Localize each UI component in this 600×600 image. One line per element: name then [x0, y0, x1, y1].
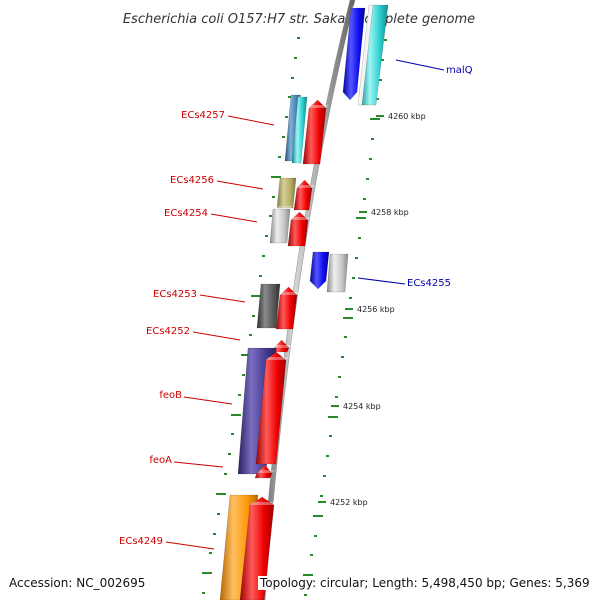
- ecs4249-leader-line: [165, 541, 215, 550]
- tick-label-4256: 4256 kbp: [357, 305, 395, 314]
- ecs4254-silver-bar-top-face: [273, 206, 293, 209]
- ecs4252-red-bar-top-face: [274, 345, 292, 348]
- gene-label-feob[interactable]: feoB: [159, 390, 182, 401]
- ecs4255-silver-bar: [326, 253, 349, 293]
- feoa-red-bar-top-face: [257, 470, 275, 473]
- tick-label-4258: 4258 kbp: [371, 208, 409, 217]
- malq-white-bar: [357, 4, 374, 106]
- malq-leader-line: [395, 59, 445, 71]
- malq-blue-bar-top-face: [351, 5, 368, 8]
- topology-text: Topology: circular; Length: 5,498,450 bp…: [258, 576, 592, 590]
- ecs4257-leader-line: [227, 115, 275, 126]
- ecs4255-leader-line: [357, 277, 406, 285]
- feob-leader-line: [183, 396, 233, 405]
- gene-label-ecs4252[interactable]: ECs4252: [146, 326, 190, 337]
- feob-red-bar-top-face: [266, 357, 289, 360]
- tick-mark-4258: [359, 211, 367, 213]
- tick-mark-4256: [345, 308, 353, 310]
- ecs4256-red-bar-top-face: [297, 185, 315, 188]
- gene-label-ecs4249[interactable]: ECs4249: [119, 536, 163, 547]
- right-tick-guide: [303, 39, 387, 596]
- ecs4253-leader-line: [199, 294, 246, 303]
- ecs4256-red-bar: [293, 179, 313, 211]
- ecs4256-olive-bar: [276, 177, 297, 209]
- ecs4254-leader-line: [210, 213, 258, 223]
- feob-red-bar: [255, 351, 287, 465]
- gene-label-ecs4254[interactable]: ECs4254: [164, 208, 208, 219]
- tick-mark-4252: [318, 501, 326, 503]
- gene-label-ecs4253[interactable]: ECs4253: [153, 289, 197, 300]
- tick-label-4254: 4254 kbp: [343, 402, 381, 411]
- malq-white-bar-top-face: [369, 2, 376, 5]
- feoa-red-bar: [254, 464, 273, 479]
- gene-features: [219, 2, 391, 600]
- ecs4249-red-bar: [239, 496, 275, 600]
- ecs4254-red-bar: [287, 211, 309, 247]
- tick-label-4252: 4252 kbp: [330, 498, 368, 507]
- malq-blue-bar: [342, 7, 366, 101]
- ecs4255-silver-bar-top-face: [330, 251, 351, 254]
- gene-label-feoa[interactable]: feoA: [149, 455, 172, 466]
- map-title: Escherichia coli O157:H7 str. Sakai, com…: [123, 12, 475, 27]
- ecs4256-leader-line: [216, 180, 264, 190]
- left-tick-guide: [202, 37, 300, 594]
- ecs4257-red-bar-top-face: [309, 105, 329, 108]
- tick-mark-4260: [376, 115, 384, 117]
- gene-label-malq[interactable]: malQ: [446, 65, 473, 76]
- gene-labels: malQ ECs4257 ECs4256 ECs4254 ECs4255 ECs4253 E…: [119, 59, 473, 550]
- tick-marks: 4260 kbp 4258 kbp 4256 kbp 4254 kbp 4252 kbp: [202, 37, 426, 596]
- ecs4255-blue-bar-top-face: [313, 249, 332, 252]
- accession-text: Accession: NC_002695: [7, 576, 148, 590]
- ecs4257-red-bar: [302, 99, 327, 165]
- ecs4254-red-bar-top-face: [291, 217, 311, 220]
- feoa-leader-line: [173, 461, 224, 468]
- ecs4253-red-bar: [275, 286, 298, 330]
- ecs4257-slate-bar-top-face: [291, 92, 304, 95]
- ecs4255-blue-bar: [309, 251, 330, 290]
- feob-indigo-bar-top-face: [248, 345, 279, 348]
- ecs4249-red-bar-top-face: [250, 502, 277, 505]
- gene-label-ecs4257[interactable]: ECs4257: [181, 110, 225, 121]
- gene-label-ecs4256[interactable]: ECs4256: [170, 175, 214, 186]
- ecs4249-orange-bar-top-face: [230, 492, 261, 495]
- ecs4252-leader-line: [192, 331, 241, 341]
- ecs4257-cyan-bar: [291, 96, 308, 164]
- ecs4253-dark-bar: [256, 283, 281, 329]
- tick-mark-4254: [331, 405, 339, 407]
- ecs4253-red-bar-top-face: [280, 292, 300, 295]
- gene-label-ecs4255[interactable]: ECs4255: [407, 278, 451, 289]
- ecs4257-cyan-bar-top-face: [298, 94, 310, 97]
- ecs4253-dark-bar-top-face: [261, 281, 283, 284]
- tick-label-4260: 4260 kbp: [388, 112, 426, 121]
- ecs4254-silver-bar: [269, 208, 291, 244]
- malq-cyan-bar-top-face: [372, 2, 391, 5]
- ecs4256-olive-bar-top-face: [280, 175, 299, 178]
